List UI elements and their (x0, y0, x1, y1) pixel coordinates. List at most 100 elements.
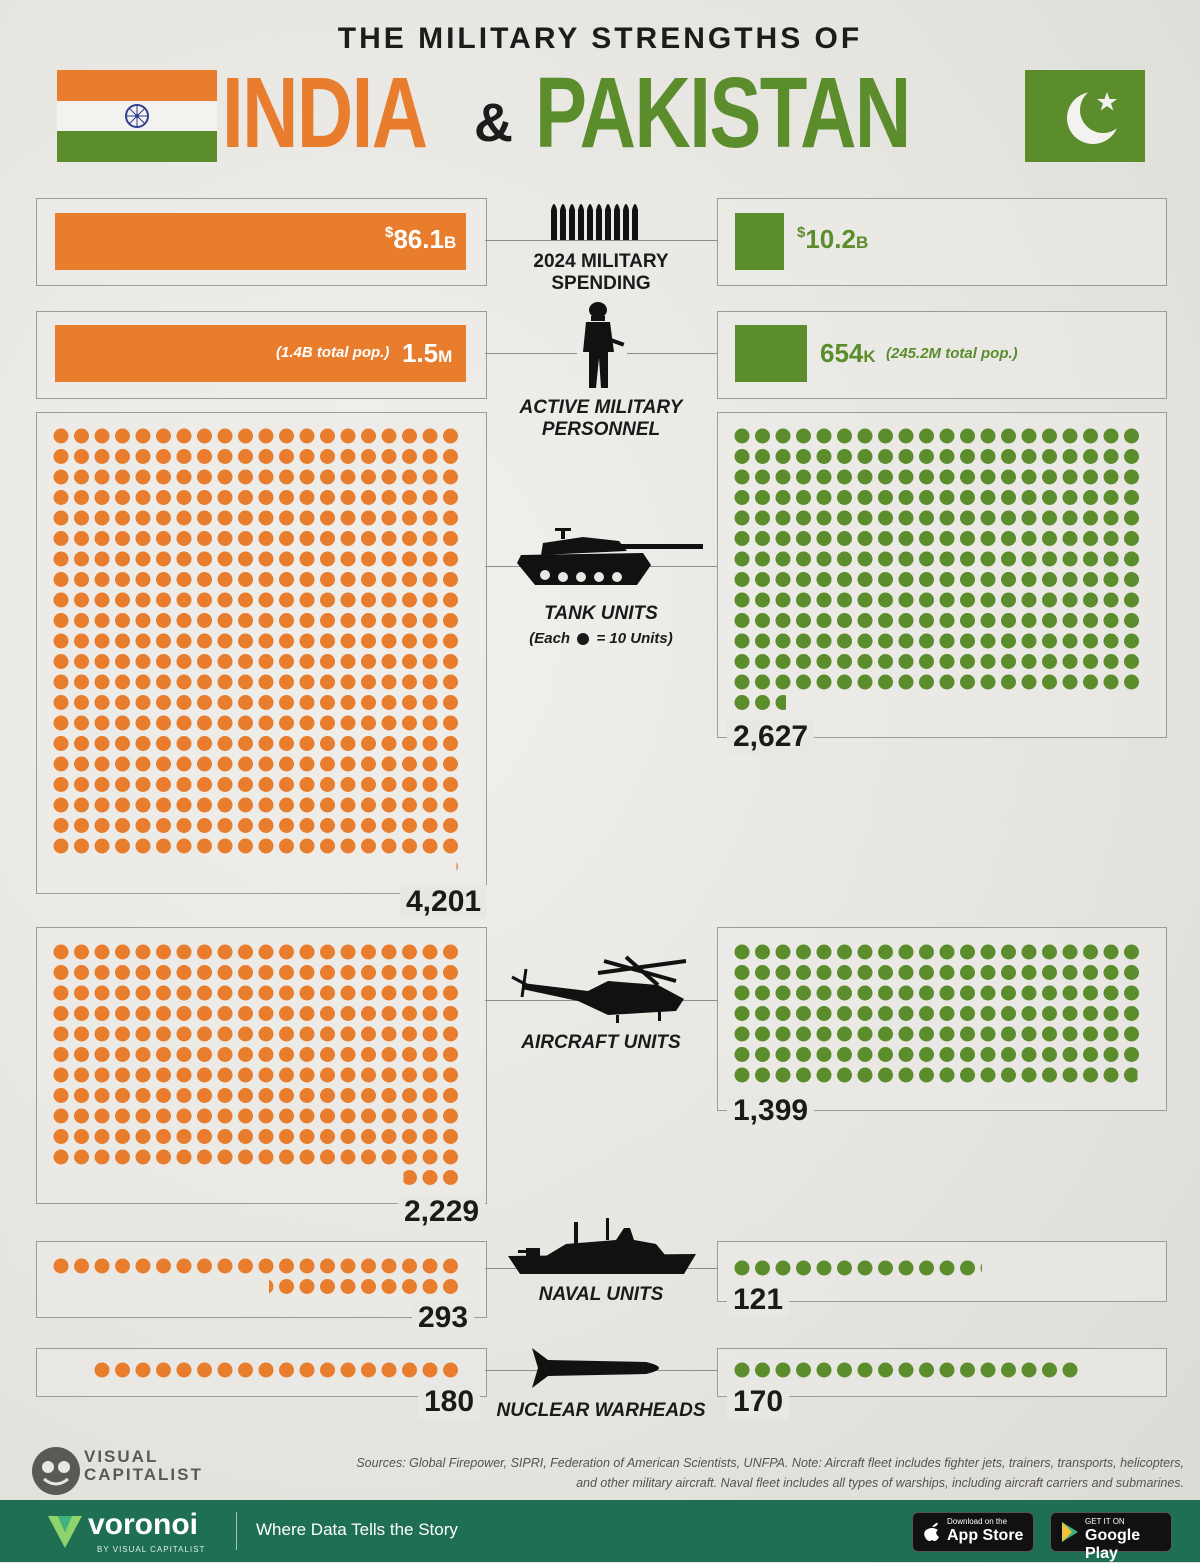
unit-dot (1001, 592, 1016, 608)
unit-dot (156, 572, 171, 587)
unit-dot (279, 674, 294, 690)
unit-dot (837, 654, 852, 669)
unit-dot (980, 654, 996, 669)
unit-dot (1124, 674, 1139, 690)
unit-dot (960, 490, 975, 505)
unit-dot (1062, 965, 1078, 980)
unit-dot (816, 1067, 832, 1083)
unit-dot (919, 531, 934, 546)
unit-dot (135, 428, 151, 444)
unit-dot (279, 818, 294, 833)
unit-dot (1062, 469, 1078, 485)
unit-dot (755, 469, 770, 485)
unit-dot (94, 1047, 110, 1062)
unit-dot (402, 531, 417, 546)
unit-dot (176, 1006, 192, 1021)
unit-dot (320, 531, 335, 546)
unit-dot (878, 1362, 893, 1378)
unit-dot (340, 838, 356, 854)
unit-dot (796, 674, 811, 690)
unit-dot (361, 449, 376, 464)
unit-dot (1001, 531, 1016, 546)
unit-dot (878, 428, 893, 444)
unit-dot (1062, 592, 1078, 608)
unit-dot (960, 1047, 975, 1062)
unit-dot (279, 1108, 294, 1124)
unit-dot (217, 674, 233, 690)
unit-dot (939, 965, 955, 980)
unit-dot (340, 1108, 356, 1124)
voronoi-wordmark[interactable]: voronoi (88, 1508, 198, 1541)
unit-dot (1124, 654, 1139, 669)
unit-dot (422, 818, 438, 833)
unit-dot (74, 1149, 89, 1165)
unit-dot (422, 531, 438, 546)
app-store-button[interactable]: Download on the App Store (912, 1512, 1034, 1552)
unit-dot (796, 1260, 811, 1276)
google-play-button[interactable]: GET IT ON Google Play (1050, 1512, 1172, 1562)
unit-dot (443, 674, 458, 690)
unit-dot (775, 1047, 791, 1062)
unit-dot (775, 633, 791, 649)
unit-dot (361, 1279, 376, 1294)
unit-dot (176, 572, 192, 587)
unit-dot (258, 674, 274, 690)
unit-dot (796, 469, 811, 485)
unit-dot (320, 654, 335, 669)
unit-dot (197, 944, 212, 960)
unit-dot (217, 1149, 233, 1165)
unit-dot (1103, 592, 1119, 608)
unit-dot (299, 674, 315, 690)
unit-dot (279, 449, 294, 464)
unit-dot (53, 965, 69, 980)
unit-dot (796, 613, 811, 628)
unit-dot (279, 592, 294, 608)
unit-dot (857, 674, 873, 690)
unit-dot (258, 1129, 274, 1144)
unit-dot (775, 613, 791, 628)
unit-dot (755, 428, 770, 444)
unit-dot (898, 944, 914, 960)
unit-dot (1103, 1006, 1119, 1021)
unit-dot (775, 1067, 791, 1083)
unit-dot (197, 674, 212, 690)
unit-dot (402, 695, 417, 710)
unit-dot (258, 633, 274, 649)
unit-dot (939, 592, 955, 608)
unit-dot (53, 510, 69, 526)
unit-dot (980, 613, 996, 628)
unit-dot (156, 1258, 171, 1274)
unit-dot (176, 1067, 192, 1083)
unit-dot (734, 1067, 750, 1083)
unit-dot (299, 756, 315, 772)
ammunition-icon (551, 204, 638, 240)
unit-dot (381, 490, 397, 505)
unit-dot (857, 572, 873, 587)
unit-dot (361, 965, 376, 980)
unit-dot (857, 551, 873, 567)
unit-dot (176, 592, 192, 608)
unit-dot (238, 944, 253, 960)
unit-dot (939, 531, 955, 546)
unit-dot (775, 510, 791, 526)
unit-dot-partial (980, 1263, 982, 1273)
visual-capitalist-logo-icon (32, 1447, 80, 1495)
unit-dot (115, 1129, 130, 1144)
unit-dot (197, 654, 212, 669)
unit-dot (94, 531, 110, 546)
unit-dot (837, 592, 852, 608)
unit-dot (53, 838, 69, 854)
unit-dot (1062, 985, 1078, 1001)
unit-dot (816, 572, 832, 587)
unit-dot (74, 531, 89, 546)
unit-dot (340, 1149, 356, 1165)
unit-dot (1124, 592, 1139, 608)
unit-dot (176, 965, 192, 980)
unit-dot (197, 1108, 212, 1124)
unit-dot (74, 1006, 89, 1021)
unit-dot (279, 551, 294, 567)
unit-dot (381, 469, 397, 485)
unit-dot (816, 1047, 832, 1062)
personnel-label: ACTIVE MILITARY PERSONNEL (519, 397, 683, 440)
unit-dot (796, 944, 811, 960)
